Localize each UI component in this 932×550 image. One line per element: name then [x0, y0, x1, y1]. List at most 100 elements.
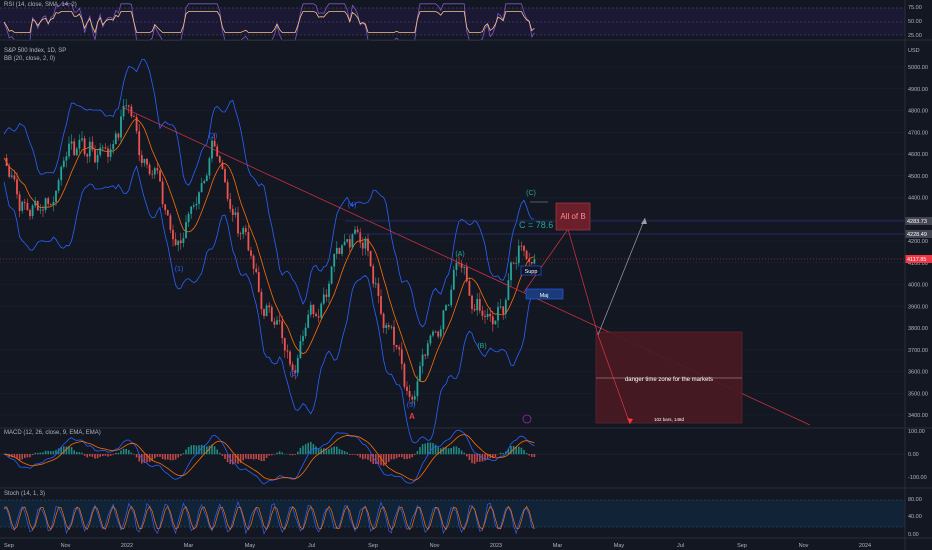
candle-body: [109, 149, 112, 157]
macd-bar: [328, 448, 330, 455]
candle-body: [320, 303, 323, 318]
replay-icon[interactable]: [522, 414, 532, 424]
price-tick: 4100.00: [908, 261, 928, 267]
macd-signal-line: [3, 434, 535, 481]
macd-bar: [390, 454, 393, 460]
wave-label-2: (2): [209, 133, 218, 140]
macd-bar: [294, 454, 296, 455]
macd-bar: [172, 454, 174, 461]
wave-label-1: (1): [175, 266, 184, 273]
candle-body: [83, 138, 86, 155]
macd-bar: [187, 446, 190, 455]
candle-body: [224, 169, 226, 183]
macd-bar: [26, 454, 29, 458]
macd-pane[interactable]: 100.00 0.00 -100.00: [0, 429, 927, 485]
candle-body: [151, 173, 154, 175]
price-label-bg-last: [905, 255, 932, 263]
macd-bar: [442, 447, 445, 455]
candle-body: [294, 370, 297, 373]
rsi-ma-line: [3, 11, 535, 34]
wave-label-A-paren: (A): [455, 251, 464, 258]
wave-label-5: (5): [407, 402, 416, 409]
macd-bar: [83, 454, 86, 456]
candle-body: [42, 209, 44, 211]
macd-bar: [250, 454, 252, 460]
stoch-pane[interactable]: 80.00 40.00 0.00: [0, 497, 922, 538]
candle-body: [359, 232, 362, 243]
macd-bar: [37, 452, 39, 455]
rsi-pane[interactable]: 75.00 50.00 25.00: [0, 3, 922, 41]
candle-body: [205, 175, 208, 182]
alt-projection-path[interactable]: [597, 217, 646, 336]
candle-body: [520, 245, 523, 247]
price-pane[interactable]: 5000.00 4900.00 4800.00 4700.00 4600.00 4500.…: [0, 48, 932, 444]
projection-path[interactable]: [523, 228, 631, 425]
macd-bar: [385, 454, 387, 465]
price-label-bg-4228: [905, 230, 932, 238]
candle-body: [127, 105, 130, 107]
macd-bar: [81, 452, 83, 455]
stoch-label[interactable]: Stoch (14, 1, 3): [4, 491, 46, 497]
candle-body: [263, 309, 265, 317]
macd-bar: [232, 454, 234, 465]
macd-bar: [221, 454, 224, 456]
candle-body: [395, 344, 398, 348]
symbol-title[interactable]: S&P 500 Index, 1D, SP: [4, 48, 67, 54]
candle-body: [31, 205, 34, 217]
projection-arrowhead: [627, 418, 633, 424]
all-of-b-box[interactable]: [555, 202, 591, 231]
bb-label[interactable]: BB (20, close, 2, 0): [4, 56, 56, 62]
macd-bar: [317, 448, 320, 455]
candle-body: [491, 316, 494, 325]
candle-body: [486, 313, 489, 317]
macd-bar: [117, 452, 120, 455]
macd-bar: [281, 452, 283, 455]
candle-body: [424, 354, 427, 356]
macd-bar: [224, 454, 226, 459]
candle-body: [354, 229, 356, 235]
stoch-d-line: [3, 505, 535, 531]
macd-bar: [395, 454, 398, 459]
macd-bar: [411, 454, 413, 458]
rsi-label[interactable]: RSI (14, close, SMA, 14, 2): [4, 2, 77, 8]
macd-label[interactable]: MACD (12, 26, close, 9, EMA, EMA): [4, 430, 101, 436]
candle-body: [476, 298, 479, 311]
maj-box[interactable]: [525, 288, 564, 300]
macd-bar: [455, 446, 458, 455]
macd-bar: [367, 454, 369, 460]
time-axis[interactable]: Sep Nov 2022 Mar May Jul Sep Nov 2023 Mar May Jul Se…: [4, 543, 871, 549]
macd-bar: [302, 445, 304, 455]
price-tick: 5000.00: [908, 65, 928, 71]
candle-body: [239, 233, 242, 235]
candle-body: [226, 182, 229, 200]
macd-bar: [458, 447, 460, 455]
candle-body: [419, 366, 421, 382]
macd-bar: [434, 444, 437, 455]
wave-label-B: (B): [477, 343, 486, 350]
macd-bar: [198, 445, 200, 455]
candle-body: [346, 239, 349, 242]
candle-body: [36, 200, 39, 211]
time-tick: May: [245, 543, 256, 549]
macd-bar: [107, 454, 109, 457]
candle-body: [18, 194, 21, 211]
candle-body: [377, 283, 380, 297]
macd-bar: [401, 454, 403, 458]
macd-bar: [156, 454, 159, 457]
candle-body: [198, 192, 200, 204]
danger-zone-box[interactable]: [595, 331, 743, 424]
candle-body: [478, 298, 481, 311]
candle-body: [380, 296, 382, 314]
macd-bar: [432, 443, 434, 455]
supp-box[interactable]: [520, 265, 542, 276]
macd-bar: [200, 444, 203, 455]
macd-bar: [159, 454, 161, 457]
candle-body: [52, 201, 55, 205]
time-tick: May: [614, 543, 625, 549]
macd-bar: [42, 452, 44, 455]
macd-bar: [323, 448, 325, 455]
rsi-band: [0, 8, 905, 35]
stoch-tick-0: 0.00: [908, 532, 919, 538]
macd-bar: [499, 452, 502, 455]
